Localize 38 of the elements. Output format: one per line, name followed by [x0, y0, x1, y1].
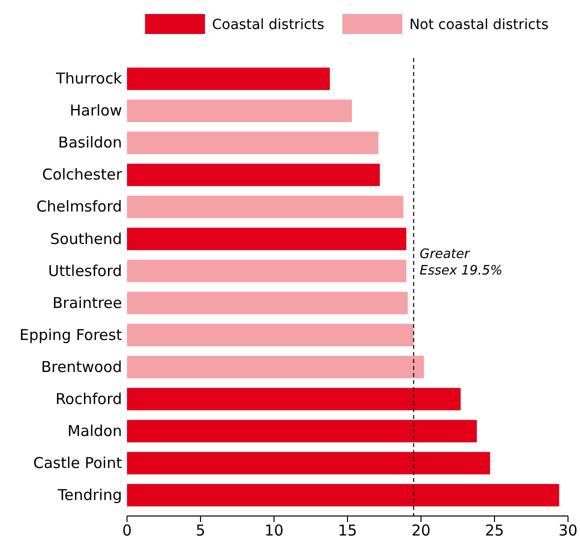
x-tick-label: 15 — [338, 522, 358, 540]
y-tick-label: Castle Point — [33, 454, 122, 472]
y-tick-label: Rochford — [55, 390, 122, 408]
y-tick-label: Maldon — [67, 422, 122, 440]
x-tick-label: 20 — [411, 522, 431, 540]
y-tick-label: Epping Forest — [19, 326, 122, 344]
y-tick-label: Uttlesford — [48, 262, 122, 280]
bar — [127, 260, 406, 282]
bar — [127, 324, 414, 346]
y-tick-label: Colchester — [42, 166, 123, 184]
x-tick-label: 30 — [558, 522, 578, 540]
x-tick-label: 10 — [264, 522, 284, 540]
y-tick-label: Southend — [50, 230, 122, 248]
bar — [127, 228, 406, 250]
legend-label: Not coastal districts — [409, 17, 549, 33]
y-tick-label: Thurrock — [54, 70, 122, 88]
bar — [127, 68, 330, 90]
x-tick-label: 25 — [484, 522, 504, 540]
bar — [127, 132, 378, 154]
bar — [127, 292, 408, 314]
bar — [127, 164, 380, 186]
y-tick-label: Basildon — [58, 134, 122, 152]
bar — [127, 484, 560, 506]
legend-label: Coastal districts — [212, 17, 324, 33]
bar — [127, 196, 404, 218]
y-tick-label: Brentwood — [41, 358, 122, 376]
bar — [127, 100, 352, 122]
y-tick-label: Harlow — [70, 102, 122, 120]
bar — [127, 356, 424, 378]
x-tick-label: 0 — [122, 522, 132, 540]
y-tick-label: Chelmsford — [36, 198, 122, 216]
y-tick-label: Tendring — [56, 486, 122, 504]
bar — [127, 452, 490, 474]
bar — [127, 388, 461, 410]
y-tick-label: Braintree — [52, 294, 122, 312]
x-tick-label: 5 — [196, 522, 206, 540]
ref-line-label: Greater Essex 19.5% — [420, 247, 503, 278]
bar — [127, 420, 477, 442]
